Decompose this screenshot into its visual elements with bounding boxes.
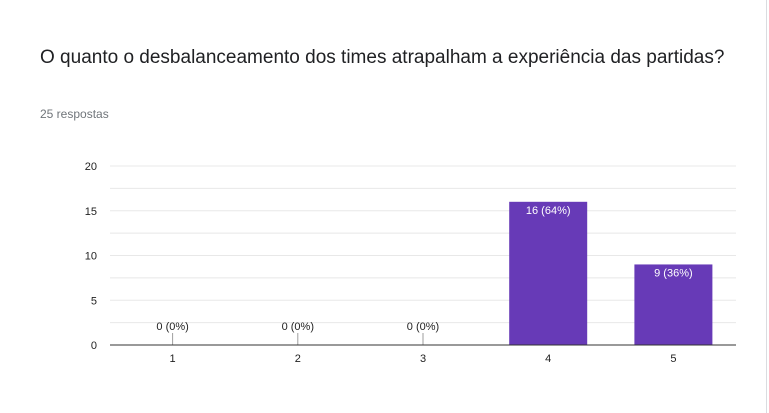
data-label-4: 16 (64%)	[526, 205, 571, 217]
grid-lines	[110, 165, 736, 324]
y-tick-label: 0	[91, 340, 97, 352]
bars	[172, 201, 713, 345]
labels: 0 5 10 15 20 0 (0%) 1 0 (0%) 2 0 (0%) 3 16 (64%) 4 9 …	[85, 161, 693, 365]
x-tick-label-2: 2	[295, 353, 301, 365]
x-tick-label-3: 3	[420, 353, 426, 365]
y-tick-label: 10	[85, 251, 97, 263]
y-tick-label: 15	[85, 206, 97, 218]
data-label-2: 0 (0%)	[282, 321, 314, 333]
data-label-1: 0 (0%)	[156, 321, 188, 333]
x-tick-label-4: 4	[545, 353, 551, 365]
x-tick-label-5: 5	[670, 353, 676, 365]
question-title: O quanto o desbalanceamento dos times at…	[40, 47, 725, 68]
y-tick-label: 5	[91, 295, 97, 307]
data-label-3: 0 (0%)	[407, 321, 439, 333]
bar-5	[634, 264, 713, 345]
data-label-5: 9 (36%)	[654, 267, 693, 279]
y-tick-label: 20	[85, 161, 97, 173]
bar-4	[509, 201, 588, 345]
x-tick-label-1: 1	[170, 353, 176, 365]
response-count: 25 respostas	[40, 107, 109, 121]
